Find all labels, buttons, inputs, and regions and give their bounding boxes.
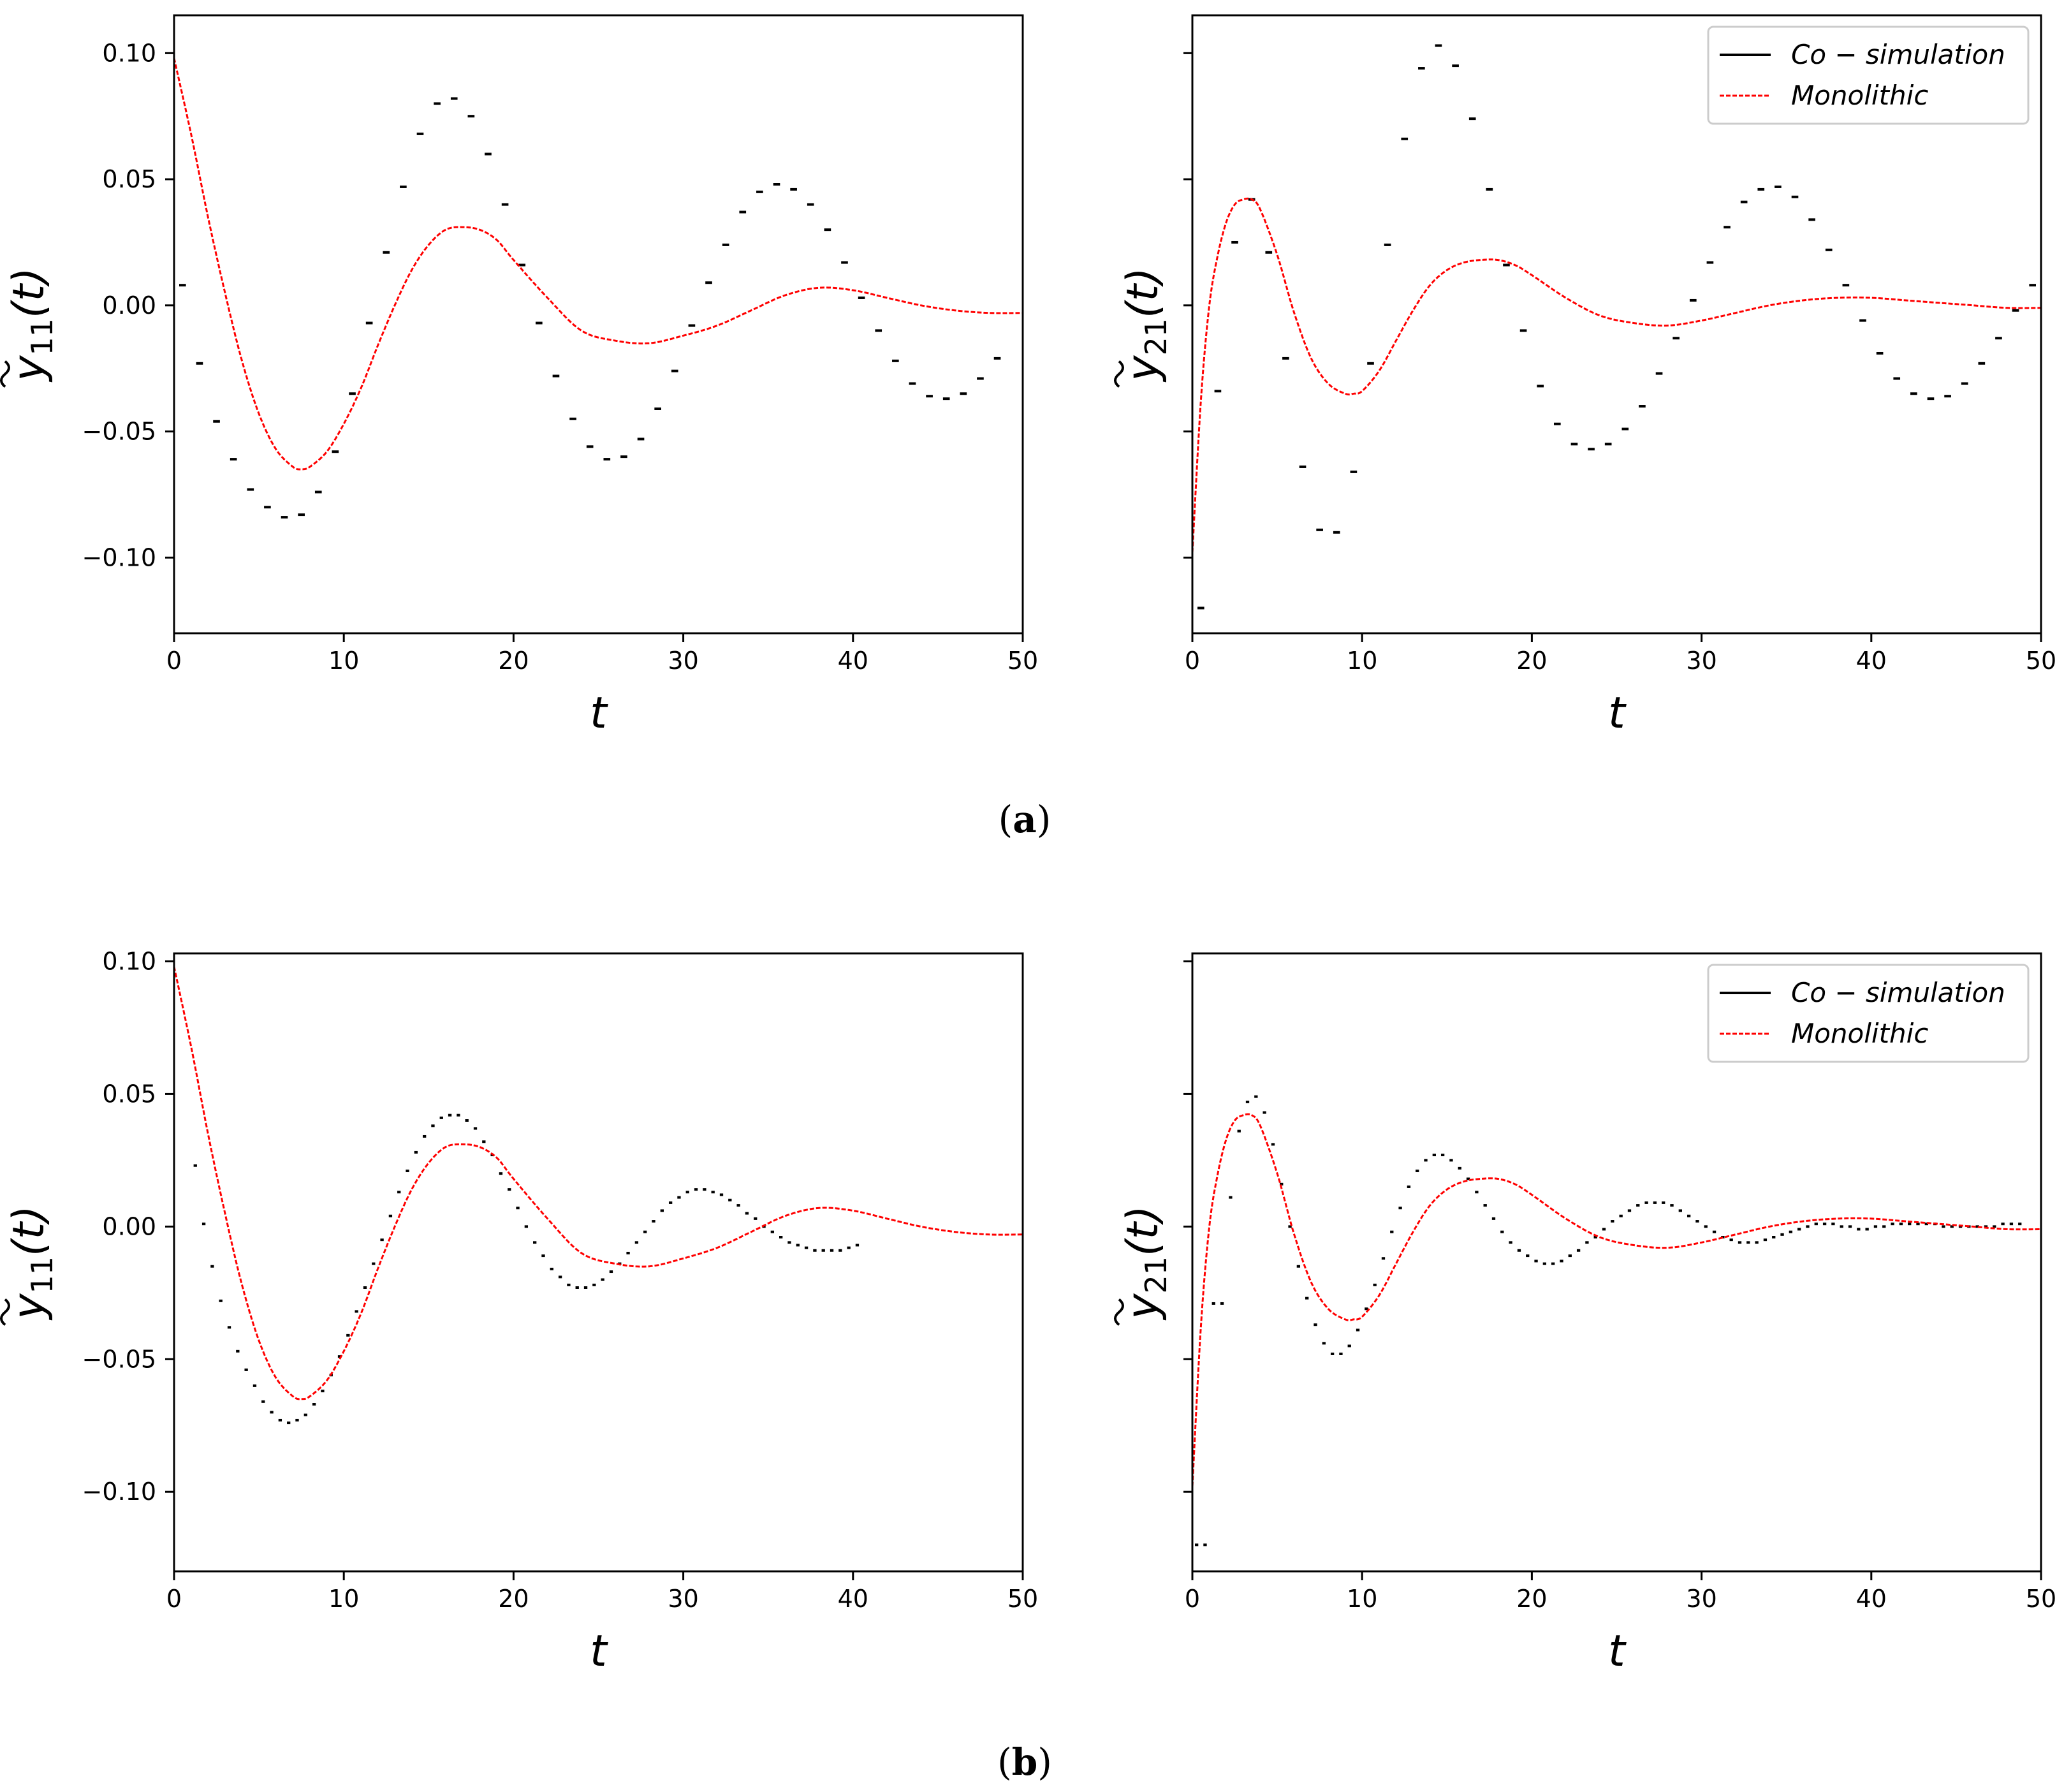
y-axis-label-base: y (1118, 1293, 1168, 1321)
y-axis-label-tilde (0, 360, 10, 388)
x-tick-label: 40 (1856, 1585, 1887, 1613)
legend-mono-label: Monolithic (1791, 80, 1928, 111)
x-tick-label: 50 (2026, 647, 2056, 675)
y-axis-label-sub: 11 (25, 1256, 59, 1294)
x-tick-label: 40 (838, 647, 868, 675)
x-tick-label: 0 (166, 1585, 182, 1613)
legend-box (1707, 964, 2030, 1063)
x-tick-label: 30 (668, 1585, 698, 1613)
legend: Co − simulation Monolithic (1707, 26, 2030, 125)
panels: 0 10 20 30 40 500.100.050.00−0.05−0.10ty11(t)… (0, 14, 2056, 1677)
axis-frame (173, 952, 1024, 1573)
y-axis-label-text: y11(t) (4, 1205, 59, 1321)
x-tick-label: 10 (1347, 1585, 1377, 1613)
y-axis-label-tilde (1114, 360, 1124, 388)
y-axis-label-tilde (1114, 1298, 1124, 1326)
y-axis-label-text: y21(t) (1118, 267, 1173, 383)
x-tick-label: 50 (1007, 1585, 1038, 1613)
x-tick-label: 30 (1686, 1585, 1716, 1613)
y-axis-label-base: y (1118, 355, 1168, 383)
monolithic-line (174, 966, 1023, 1400)
x-tick-label: 30 (668, 647, 698, 675)
x-tick-label: 40 (838, 1585, 868, 1613)
monolithic-line (174, 57, 1023, 471)
monolithic-line (1192, 197, 2041, 553)
y-axis-label-arg: (t) (4, 1205, 54, 1256)
x-axis-label: t (1608, 1626, 1627, 1677)
caption-b-letter: b (1012, 1740, 1038, 1784)
y-axis-label: y11(t) (0, 267, 59, 388)
caption-b: (b) (997, 1740, 1052, 1784)
y-axis-label-sub: 11 (25, 318, 59, 356)
x-tick-label: 50 (2026, 1585, 2056, 1613)
legend-mono-label: Monolithic (1791, 1018, 1928, 1049)
y-axis-label-base: y (4, 1293, 54, 1321)
x-tick-label: 20 (1516, 1585, 1547, 1613)
legend-cosim-label: Co − simulation (1791, 39, 2005, 70)
chart-panel-a-right: 0 10 20 30 40 50 t y21(t) Co − simulation Monolit… (1114, 14, 2056, 738)
legend: Co − simulation Monolithic (1707, 964, 2030, 1063)
y-axis-label-sub: 21 (1139, 318, 1173, 356)
chart-plot-area (1192, 1095, 2041, 1546)
x-tick-label: 20 (498, 1585, 529, 1613)
chart-panel-b-right: 0 10 20 30 40 50 t y21(t) Co − simulation Monolit… (1114, 952, 2056, 1677)
y-tick-label: 0.10 (102, 39, 156, 67)
x-tick-label: 20 (1516, 647, 1547, 675)
axis-frame (173, 14, 1024, 635)
x-tick-label: 10 (328, 1585, 359, 1613)
y-tick-label: 0.00 (102, 1212, 156, 1240)
x-axis-label: t (590, 1626, 608, 1677)
y-axis-label-text: y11(t) (4, 267, 59, 383)
y-axis-label-arg: (t) (4, 267, 54, 318)
axis-frame (1191, 952, 2042, 1573)
chart-plot-area (1192, 44, 2041, 610)
monolithic-line (1192, 1113, 2041, 1487)
y-tick-label: 0.10 (102, 947, 156, 975)
y-axis-label: y11(t) (0, 1205, 59, 1326)
x-tick-label: 0 (166, 647, 182, 675)
x-axis-label: t (590, 688, 608, 738)
y-axis-label: y21(t) (1114, 1205, 1173, 1326)
x-tick-label: 0 (1185, 647, 1200, 675)
x-tick-label: 20 (498, 647, 529, 675)
x-tick-label: 10 (1347, 647, 1377, 675)
y-tick-label: −0.05 (82, 1345, 156, 1373)
chart-plot-area (174, 57, 1023, 519)
legend-cosim-label: Co − simulation (1791, 977, 2005, 1008)
y-axis-label-tilde (0, 1298, 10, 1326)
x-tick-label: 30 (1686, 647, 1716, 675)
y-tick-label: −0.10 (82, 1478, 156, 1506)
x-tick-label: 0 (1185, 1585, 1200, 1613)
chart-panel-b-left: 0 10 20 30 40 50 0.10 0.05 0.00 −0.05 −0.10 t y11(t) (0, 947, 1038, 1677)
x-tick-label: 40 (1856, 647, 1887, 675)
y-axis-label-base: y (4, 355, 54, 383)
y-axis-label: y21(t) (1114, 267, 1173, 388)
y-axis-label-arg: (t) (1118, 267, 1168, 318)
caption-a: (a) (999, 798, 1051, 841)
chart-plot-area (174, 966, 1023, 1425)
x-axis-label: t (1608, 688, 1627, 738)
y-tick-label: 0.05 (102, 1080, 156, 1108)
y-tick-label: 0.00 (102, 291, 156, 319)
y-tick-label: −0.10 (82, 543, 156, 571)
legend-box (1707, 26, 2030, 125)
y-axis-label-text: y21(t) (1118, 1205, 1173, 1321)
y-tick-label: 0.05 (102, 165, 156, 193)
y-axis-label-arg: (t) (1118, 1205, 1168, 1256)
y-tick-label: −0.05 (82, 418, 156, 446)
caption-a-letter: a (1013, 798, 1037, 841)
chart-panel-a-left: 0 10 20 30 40 50 0.10 0.05 0.00 −0.05 −0.10 t y11(t) (0, 14, 1038, 738)
y-axis-label-sub: 21 (1139, 1256, 1173, 1294)
x-tick-label: 10 (328, 647, 359, 675)
axis-frame (1191, 14, 2042, 635)
x-tick-label: 50 (1007, 647, 1038, 675)
